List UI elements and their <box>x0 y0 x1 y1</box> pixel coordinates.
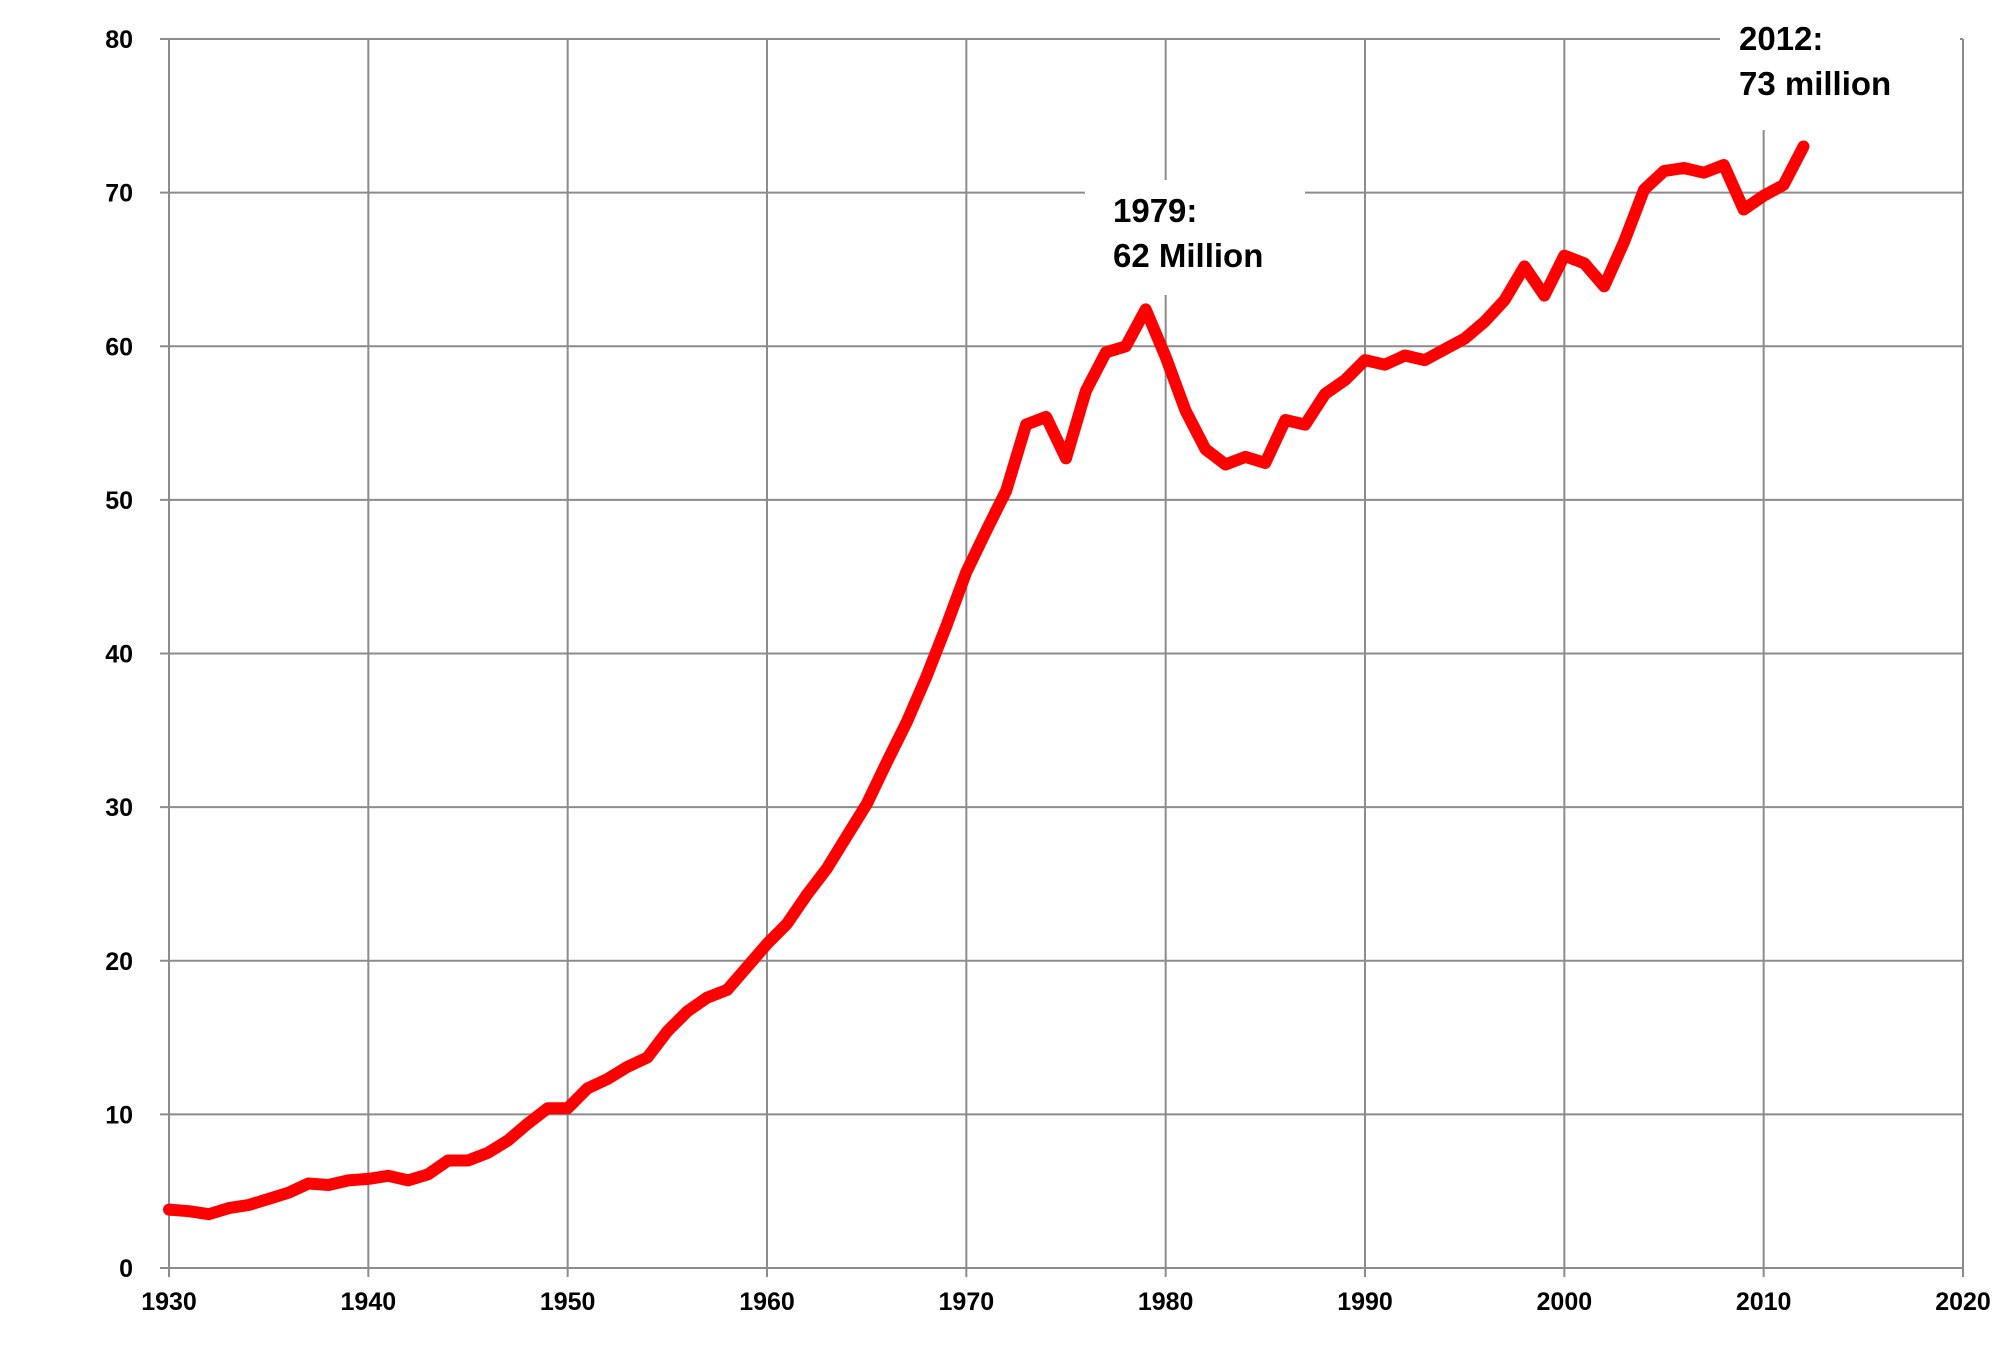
y-tick-label-80: 80 <box>105 26 133 54</box>
x-tick-label-1940: 1940 <box>341 1288 397 1316</box>
grid <box>169 38 1964 1268</box>
x-axis-ticks: 1930 1940 1950 1960 1970 1980 1990 2000 2010 2020 <box>141 1268 1991 1316</box>
annotation-backgrounds <box>1085 15 1960 295</box>
y-tick-label-60: 60 <box>105 333 133 361</box>
y-tick-label-0: 0 <box>119 1255 133 1283</box>
annotation-2012-line-1: 73 million <box>1739 65 1891 102</box>
annotation-1979-line-1: 62 Million <box>1113 237 1263 274</box>
annotation-bg-1979 <box>1085 180 1305 295</box>
x-tick-label-2010: 2010 <box>1736 1288 1792 1316</box>
y-tick-label-70: 70 <box>105 180 133 208</box>
x-tick-label-2000: 2000 <box>1537 1288 1593 1316</box>
annotation-bg-2012 <box>1720 15 1960 130</box>
annotation-1979-line-0: 1979: <box>1113 192 1197 229</box>
annotation-1979: 1979: 62 Million <box>1113 192 1263 274</box>
y-axis-ticks: 0 10 20 30 40 50 60 70 80 <box>105 26 169 1283</box>
series-line-0 <box>163 140 1810 1221</box>
y-tick-label-30: 30 <box>105 794 133 822</box>
x-tick-label-1930: 1930 <box>141 1288 197 1316</box>
y-tick-label-10: 10 <box>105 1101 133 1129</box>
annotation-2012: 2012: 73 million <box>1739 20 1891 102</box>
y-tick-label-40: 40 <box>105 641 133 669</box>
series <box>163 140 1810 1221</box>
x-tick-label-1990: 1990 <box>1337 1288 1393 1316</box>
x-tick-label-1970: 1970 <box>939 1288 995 1316</box>
x-tick-label-1980: 1980 <box>1138 1288 1194 1316</box>
y-tick-label-50: 50 <box>105 487 133 515</box>
x-tick-label-1960: 1960 <box>739 1288 795 1316</box>
x-tick-label-1950: 1950 <box>540 1288 596 1316</box>
annotation-2012-line-0: 2012: <box>1739 20 1823 57</box>
annotations: 1979: 62 Million 2012: 73 million <box>1113 20 1891 274</box>
y-tick-label-20: 20 <box>105 948 133 976</box>
x-tick-label-2020: 2020 <box>1935 1288 1991 1316</box>
